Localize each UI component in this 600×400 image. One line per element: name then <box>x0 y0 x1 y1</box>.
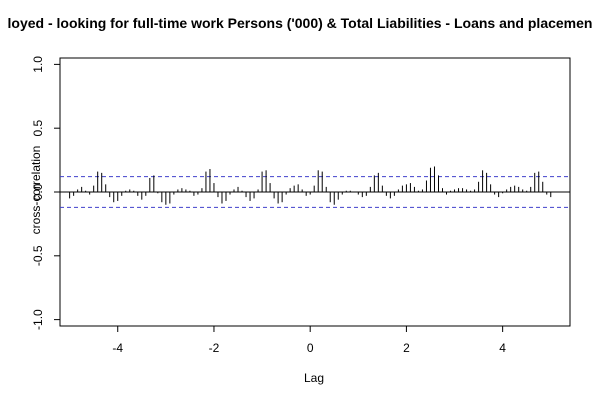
x-tick-label: 0 <box>307 341 314 355</box>
x-tick-label: -4 <box>112 341 123 355</box>
x-tick-label: 4 <box>499 341 506 355</box>
y-tick-label: 0.0 <box>31 183 45 200</box>
y-tick-label: 0.5 <box>31 120 45 137</box>
y-tick-label: -0.5 <box>31 245 45 266</box>
y-axis-label: cross-correlation <box>29 146 43 235</box>
correlation-bars <box>69 166 552 205</box>
confidence-limits <box>60 176 570 208</box>
y-tick-label: 1.0 <box>31 56 45 73</box>
x-tick-label: -2 <box>209 341 220 355</box>
x-axis: -4 -2 0 2 4 <box>112 326 506 355</box>
y-tick-label: -1.0 <box>31 309 45 330</box>
x-axis-label: Lag <box>304 371 324 385</box>
y-axis: -1.0 -0.5 0.0 0.5 1.0 <box>31 56 60 330</box>
x-tick-label: 2 <box>403 341 410 355</box>
chart-title: loyed - looking for full-time work Perso… <box>8 15 593 31</box>
